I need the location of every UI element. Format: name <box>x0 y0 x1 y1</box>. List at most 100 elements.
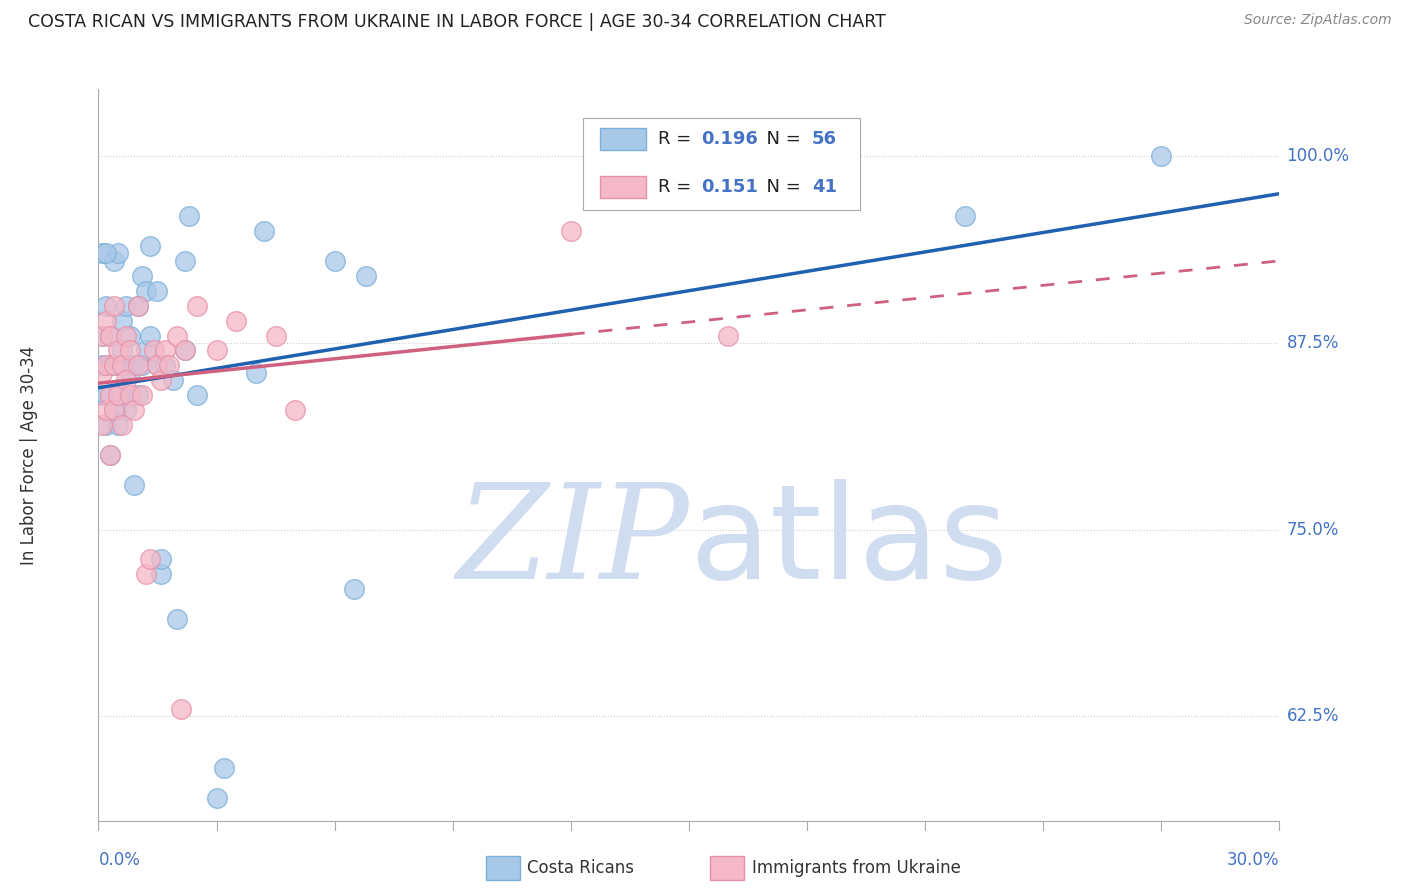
FancyBboxPatch shape <box>600 177 647 198</box>
Point <box>91 328 114 343</box>
Point <box>91 418 114 433</box>
Point <box>122 359 145 373</box>
Point <box>264 328 287 343</box>
Point <box>91 359 114 373</box>
FancyBboxPatch shape <box>600 128 647 150</box>
Text: 41: 41 <box>811 178 837 196</box>
Point <box>135 343 157 358</box>
Point <box>107 359 129 373</box>
Point <box>225 313 247 327</box>
Point <box>131 268 153 283</box>
Point <box>253 224 276 238</box>
Point <box>150 552 173 566</box>
Point <box>107 343 129 358</box>
Point <box>138 552 160 566</box>
Point <box>115 328 138 343</box>
Point <box>96 388 118 402</box>
Text: Costa Ricans: Costa Ricans <box>527 859 634 877</box>
Point <box>122 403 145 417</box>
Point <box>98 328 121 343</box>
Point <box>96 359 118 373</box>
Point <box>131 388 153 402</box>
Point <box>111 313 134 327</box>
Point <box>107 418 129 433</box>
Point <box>91 388 114 402</box>
FancyBboxPatch shape <box>710 856 744 880</box>
Point <box>96 403 118 417</box>
Point <box>103 359 125 373</box>
Point <box>118 328 141 343</box>
Point <box>91 328 114 343</box>
Point <box>599 149 621 163</box>
Point <box>118 343 141 358</box>
FancyBboxPatch shape <box>486 856 520 880</box>
Point <box>115 359 138 373</box>
Point <box>174 343 197 358</box>
Point <box>122 477 145 491</box>
Point <box>103 403 125 417</box>
Point <box>157 359 180 373</box>
Point <box>354 268 377 283</box>
Point <box>284 403 307 417</box>
Point <box>174 253 197 268</box>
Text: COSTA RICAN VS IMMIGRANTS FROM UKRAINE IN LABOR FORCE | AGE 30-34 CORRELATION CH: COSTA RICAN VS IMMIGRANTS FROM UKRAINE I… <box>28 13 886 31</box>
Point <box>323 253 346 268</box>
Point <box>186 299 208 313</box>
Text: R =: R = <box>658 130 697 148</box>
Point <box>131 359 153 373</box>
Point <box>127 359 149 373</box>
Point <box>115 373 138 387</box>
Point <box>98 448 121 462</box>
Point <box>560 224 582 238</box>
Point <box>115 403 138 417</box>
Point <box>138 239 160 253</box>
Text: N =: N = <box>755 130 807 148</box>
Point <box>98 328 121 343</box>
Point <box>96 246 118 260</box>
Text: 0.196: 0.196 <box>700 130 758 148</box>
Point <box>98 388 121 402</box>
Point <box>205 791 228 805</box>
Point <box>103 359 125 373</box>
Point <box>166 328 188 343</box>
Point <box>135 567 157 582</box>
Point <box>177 209 200 223</box>
Point <box>135 284 157 298</box>
Text: In Labor Force | Age 30-34: In Labor Force | Age 30-34 <box>20 345 38 565</box>
Point <box>107 246 129 260</box>
Point <box>103 299 125 313</box>
Point <box>155 359 177 373</box>
Text: 75.0%: 75.0% <box>1286 521 1339 539</box>
Point <box>103 253 125 268</box>
Point <box>146 359 169 373</box>
Point <box>98 359 121 373</box>
Point <box>96 313 118 327</box>
Point <box>1150 149 1173 163</box>
Text: Source: ZipAtlas.com: Source: ZipAtlas.com <box>1244 13 1392 28</box>
Point <box>205 343 228 358</box>
Point <box>127 299 149 313</box>
Text: 62.5%: 62.5% <box>1286 707 1339 725</box>
Point <box>214 761 236 775</box>
Text: ZIP: ZIP <box>456 478 689 607</box>
Point <box>96 299 118 313</box>
Point <box>155 343 177 358</box>
Point <box>96 418 118 433</box>
Point <box>166 612 188 626</box>
Point <box>170 701 193 715</box>
Point <box>118 366 141 380</box>
Point <box>186 388 208 402</box>
Point <box>127 299 149 313</box>
Point <box>91 246 114 260</box>
Text: Immigrants from Ukraine: Immigrants from Ukraine <box>752 859 960 877</box>
Point <box>103 403 125 417</box>
Point <box>111 418 134 433</box>
Point <box>162 373 184 387</box>
Point <box>115 299 138 313</box>
Point <box>91 366 114 380</box>
Point <box>111 359 134 373</box>
Point <box>146 284 169 298</box>
Text: 56: 56 <box>811 130 837 148</box>
Point <box>343 582 366 597</box>
Text: atlas: atlas <box>689 479 1008 607</box>
